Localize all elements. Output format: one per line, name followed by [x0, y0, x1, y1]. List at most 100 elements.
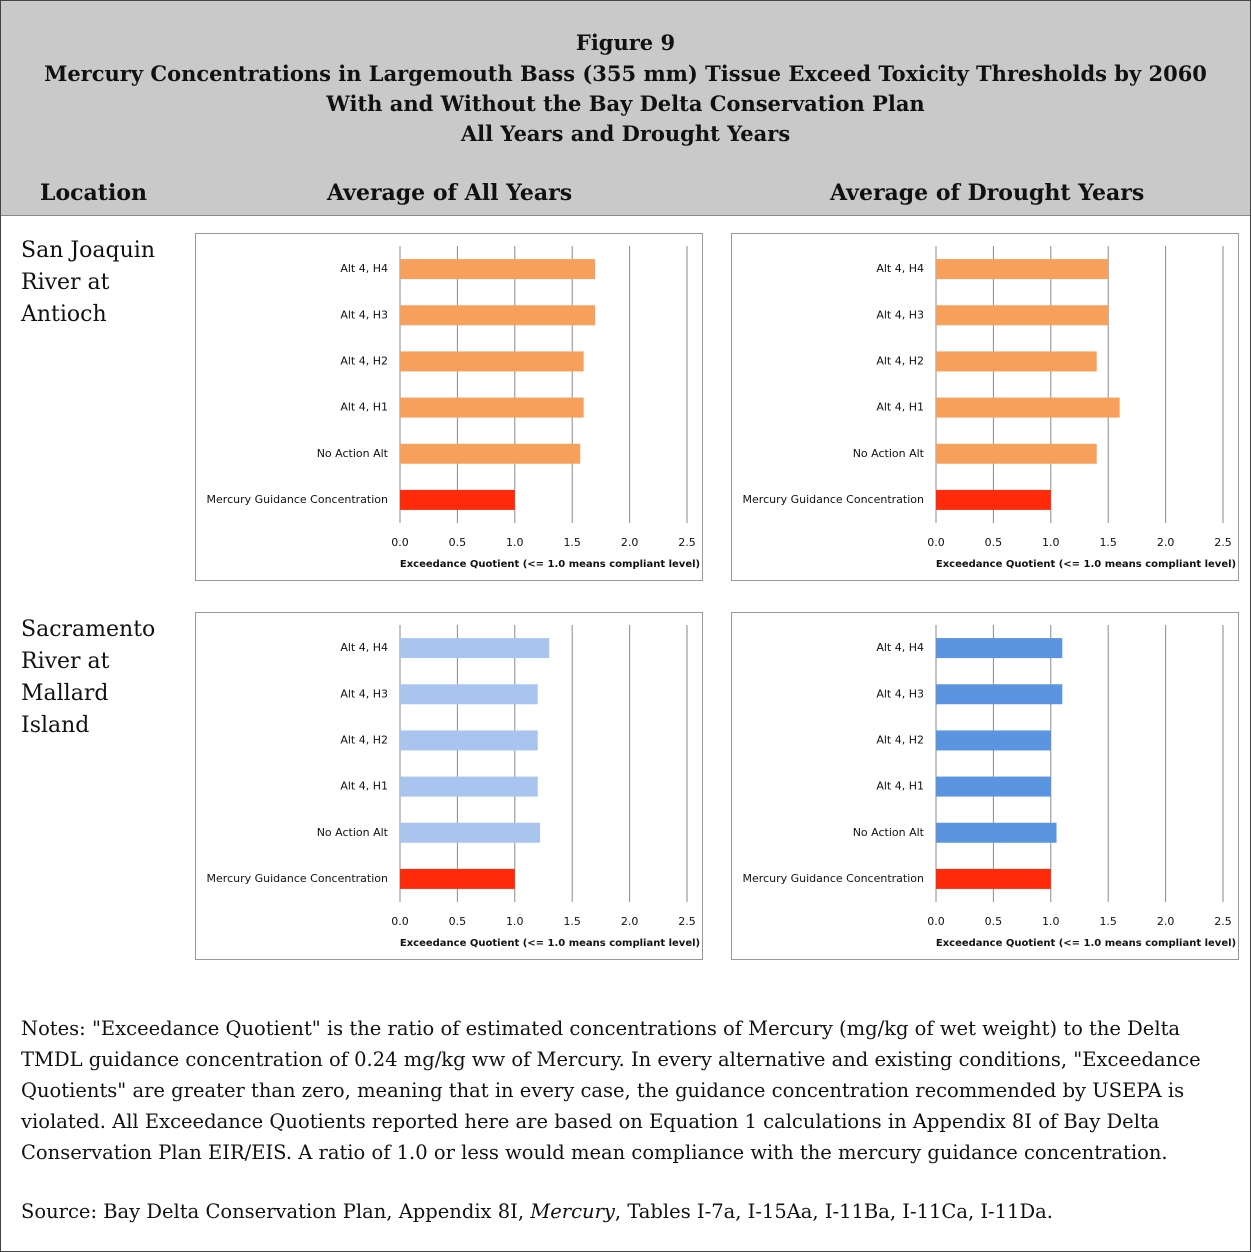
category-label: Mercury Guidance Concentration [743, 493, 924, 506]
category-label: Alt 4, H4 [340, 641, 388, 654]
bar [400, 305, 596, 326]
x-tick-label: 1.5 [563, 915, 581, 928]
x-tick-label: 0.5 [449, 536, 467, 549]
bar [400, 397, 584, 418]
category-label: Alt 4, H1 [340, 780, 388, 793]
x-axis-label: Exceedance Quotient (<= 1.0 means compli… [936, 938, 1236, 949]
notes: Notes: "Exceedance Quotient" is the rati… [21, 1017, 1201, 1164]
x-tick-label: 2.5 [678, 536, 696, 549]
category-label: Alt 4, H2 [876, 733, 924, 746]
x-tick-label: 1.0 [1042, 915, 1060, 928]
chart-panel: 0.0 0.5 1.0 1.5 2.0 2.5 Alt 4, H4 Alt 4, H3 Alt … [195, 233, 703, 581]
bar [936, 351, 1097, 372]
category-label: Alt 4, H3 [340, 308, 388, 321]
x-axis-label: Exceedance Quotient (<= 1.0 means compli… [400, 559, 700, 570]
bar [400, 822, 541, 843]
source: Source: Bay Delta Conservation Plan, App… [21, 1196, 1241, 1227]
x-tick-label: 0.5 [985, 536, 1003, 549]
x-tick-label: 0.5 [985, 915, 1003, 928]
x-tick-label: 0.0 [927, 536, 945, 549]
category-label: Mercury Guidance Concentration [207, 872, 388, 885]
column-header: Average of Drought Years [830, 180, 1145, 206]
bar [400, 638, 550, 659]
figure-number: Figure 9 [575, 30, 676, 55]
bar [400, 351, 584, 372]
category-label: Alt 4, H2 [340, 354, 388, 367]
category-label: Alt 4, H1 [876, 401, 924, 414]
x-axis-label: Exceedance Quotient (<= 1.0 means compli… [936, 559, 1236, 570]
chart-panel: 0.0 0.5 1.0 1.5 2.0 2.5 Alt 4, H4 Alt 4, H3 Alt … [195, 612, 703, 960]
category-label: Mercury Guidance Concentration [743, 872, 924, 885]
x-tick-label: 0.0 [391, 536, 409, 549]
bar [400, 776, 538, 797]
category-label: Alt 4, H1 [876, 780, 924, 793]
bar [936, 684, 1063, 705]
category-label: Alt 4, H4 [876, 641, 924, 654]
category-label: Alt 4, H3 [876, 308, 924, 321]
x-tick-label: 2.0 [1157, 915, 1175, 928]
bar [936, 822, 1057, 843]
category-label: Alt 4, H3 [340, 687, 388, 700]
figure-title: With and Without the Bay Delta Conservat… [326, 91, 925, 116]
bar [400, 489, 515, 510]
bar [400, 684, 538, 705]
bar [936, 638, 1063, 659]
source-text: Source: Bay Delta Conservation Plan, App… [21, 1200, 531, 1223]
x-tick-label: 1.0 [506, 915, 524, 928]
category-label: No Action Alt [853, 826, 925, 839]
bar [936, 868, 1051, 889]
category-label: Alt 4, H4 [340, 262, 388, 275]
bar [936, 776, 1051, 797]
bar [936, 259, 1109, 280]
chart-panel: 0.0 0.5 1.0 1.5 2.0 2.5 Alt 4, H4 Alt 4, H3 Alt … [731, 233, 1239, 581]
chart: 0.0 0.5 1.0 1.5 2.0 2.5 Alt 4, H4 Alt 4, H3 Alt … [207, 246, 700, 570]
figure-title: Mercury Concentrations in Largemouth Bas… [44, 61, 1207, 86]
chart-panel: 0.0 0.5 1.0 1.5 2.0 2.5 Alt 4, H4 Alt 4, H3 Alt … [731, 612, 1239, 960]
category-label: No Action Alt [853, 447, 925, 460]
bar [400, 259, 596, 280]
figure-title: All Years and Drought Years [460, 121, 791, 146]
column-header: Average of All Years [327, 180, 573, 206]
source-text: Mercury [530, 1200, 615, 1223]
header-band [1, 1, 1250, 216]
x-tick-label: 2.0 [621, 536, 639, 549]
chart: 0.0 0.5 1.0 1.5 2.0 2.5 Alt 4, H4 Alt 4, H3 Alt … [743, 246, 1236, 570]
bar [936, 397, 1120, 418]
category-label: Alt 4, H4 [876, 262, 924, 275]
x-tick-label: 1.5 [1099, 915, 1117, 928]
location-label: San Joaquin River at Antioch [21, 238, 155, 327]
column-header: Location [40, 180, 147, 206]
x-tick-label: 2.0 [1157, 536, 1175, 549]
bar [400, 730, 538, 751]
x-tick-label: 2.5 [1214, 915, 1232, 928]
source-text: , Tables I-7a, I-15Aa, I-11Ba, I-11Ca, I… [614, 1200, 1053, 1223]
x-tick-label: 0.0 [927, 915, 945, 928]
x-tick-label: 1.0 [506, 536, 524, 549]
x-tick-label: 0.5 [449, 915, 467, 928]
category-label: Alt 4, H3 [876, 687, 924, 700]
x-tick-label: 1.5 [1099, 536, 1117, 549]
x-tick-label: 0.0 [391, 915, 409, 928]
category-label: No Action Alt [317, 447, 389, 460]
x-tick-label: 1.5 [563, 536, 581, 549]
bar [936, 730, 1051, 751]
x-axis-label: Exceedance Quotient (<= 1.0 means compli… [400, 938, 700, 949]
category-label: Alt 4, H2 [876, 354, 924, 367]
bar [936, 305, 1109, 326]
category-label: Alt 4, H2 [340, 733, 388, 746]
location-label: Sacramento River at Mallard Island [21, 617, 156, 738]
x-tick-label: 1.0 [1042, 536, 1060, 549]
bar [400, 868, 515, 889]
bar [400, 443, 581, 464]
bar [936, 489, 1051, 510]
chart: 0.0 0.5 1.0 1.5 2.0 2.5 Alt 4, H4 Alt 4, H3 Alt … [743, 625, 1236, 949]
x-tick-label: 2.5 [678, 915, 696, 928]
x-tick-label: 2.5 [1214, 536, 1232, 549]
chart: 0.0 0.5 1.0 1.5 2.0 2.5 Alt 4, H4 Alt 4, H3 Alt … [207, 625, 700, 949]
x-tick-label: 2.0 [621, 915, 639, 928]
category-label: No Action Alt [317, 826, 389, 839]
bar [936, 443, 1097, 464]
category-label: Alt 4, H1 [340, 401, 388, 414]
category-label: Mercury Guidance Concentration [207, 493, 388, 506]
